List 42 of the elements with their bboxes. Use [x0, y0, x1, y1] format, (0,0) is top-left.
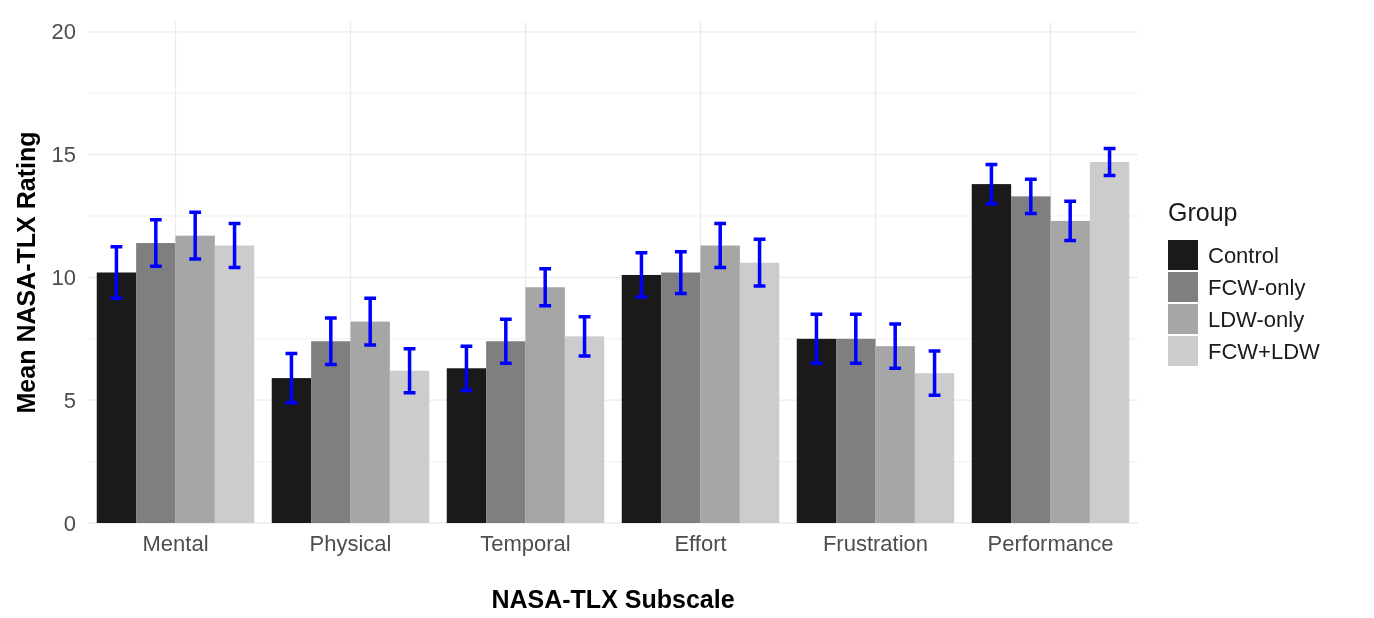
bar: [214, 245, 255, 523]
legend-label: FCW-only: [1208, 275, 1306, 300]
bar: [175, 235, 215, 523]
x-tick-label: Performance: [987, 530, 1114, 556]
legend-label: LDW-only: [1208, 307, 1305, 332]
bar: [1050, 220, 1090, 523]
x-tick-label: Frustration: [822, 530, 929, 556]
bar: [271, 378, 312, 523]
x-tick-label: Effort: [674, 530, 727, 556]
bar: [836, 338, 876, 523]
bar: [875, 346, 915, 523]
bar: [661, 272, 701, 523]
bar: [796, 338, 837, 523]
bar: [96, 272, 137, 523]
bar: [1011, 196, 1051, 523]
bar: [739, 262, 780, 523]
bar: [136, 243, 176, 523]
bar: [389, 370, 430, 523]
x-tick-label: Mental: [142, 530, 209, 556]
x-tick-label: Temporal: [480, 530, 571, 556]
bar: [350, 321, 390, 523]
bar: [1089, 161, 1130, 523]
x-tick-label: Physical: [309, 530, 392, 556]
bar: [700, 245, 740, 523]
bar: [914, 373, 955, 523]
bar: [971, 184, 1012, 523]
x-axis-title: NASA-TLX Subscale: [491, 585, 735, 613]
y-axis-title: Mean NASA-TLX Rating: [12, 131, 40, 414]
bar: [446, 368, 487, 523]
bar: [621, 274, 662, 523]
legend-title: Group: [1168, 198, 1238, 226]
legend-label: FCW+LDW: [1208, 339, 1321, 364]
y-tick-label: 10: [51, 264, 76, 290]
y-tick-label: 15: [51, 142, 76, 168]
bar: [486, 341, 526, 523]
y-tick-label: 5: [63, 387, 76, 413]
bar: [311, 341, 351, 523]
y-tick-label: 0: [63, 510, 76, 536]
y-tick-label: 20: [51, 19, 76, 45]
bar: [525, 287, 565, 523]
legend-label: Control: [1208, 243, 1279, 268]
bar: [564, 336, 605, 523]
